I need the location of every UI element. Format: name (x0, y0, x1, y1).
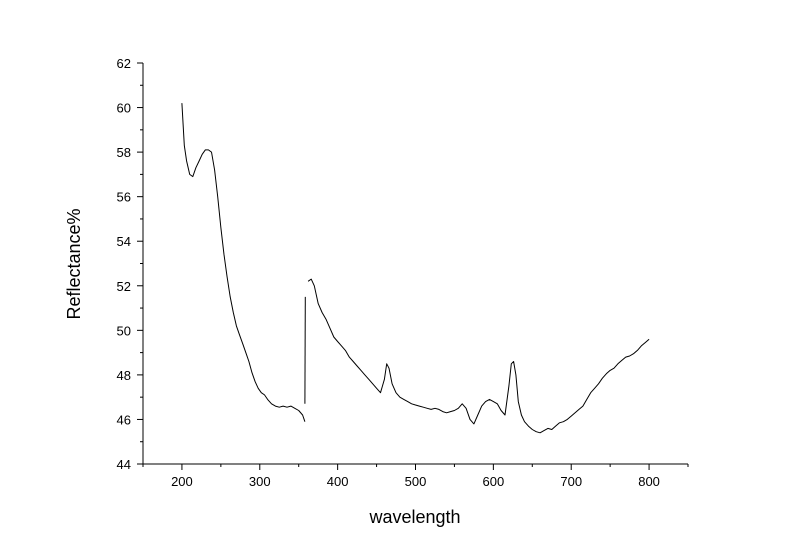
x-tick-label: 400 (327, 474, 349, 489)
x-tick-label: 700 (560, 474, 582, 489)
series-lines (181, 103, 650, 434)
y-tick-label: 60 (117, 101, 131, 116)
y-tick-label: 56 (117, 190, 131, 205)
y-axis-title: Reflectance% (64, 208, 84, 319)
x-tick-label: 200 (171, 474, 193, 489)
y-tick-label: 52 (117, 279, 131, 294)
y-tick-label: 58 (117, 145, 131, 160)
x-tick-label: 300 (249, 474, 271, 489)
x-tick-label: 800 (638, 474, 660, 489)
x-tick-label: 600 (483, 474, 505, 489)
y-axis-ticks: 44 46 48 50 52 54 56 58 60 62 (117, 56, 143, 472)
x-axis-ticks: 200 300 400 500 600 700 800 (142, 464, 689, 489)
x-tick-label: 500 (405, 474, 427, 489)
series-line-segment-3 (307, 278, 650, 434)
y-tick-label: 46 (117, 412, 131, 427)
x-axis-title: wavelength (368, 507, 460, 527)
y-tick-label: 62 (117, 56, 131, 71)
y-tick-label: 50 (117, 323, 131, 338)
series-line-segment-1 (181, 103, 306, 422)
y-tick-label: 48 (117, 368, 131, 383)
y-tick-label: 54 (117, 234, 131, 249)
y-tick-label: 44 (117, 457, 131, 472)
